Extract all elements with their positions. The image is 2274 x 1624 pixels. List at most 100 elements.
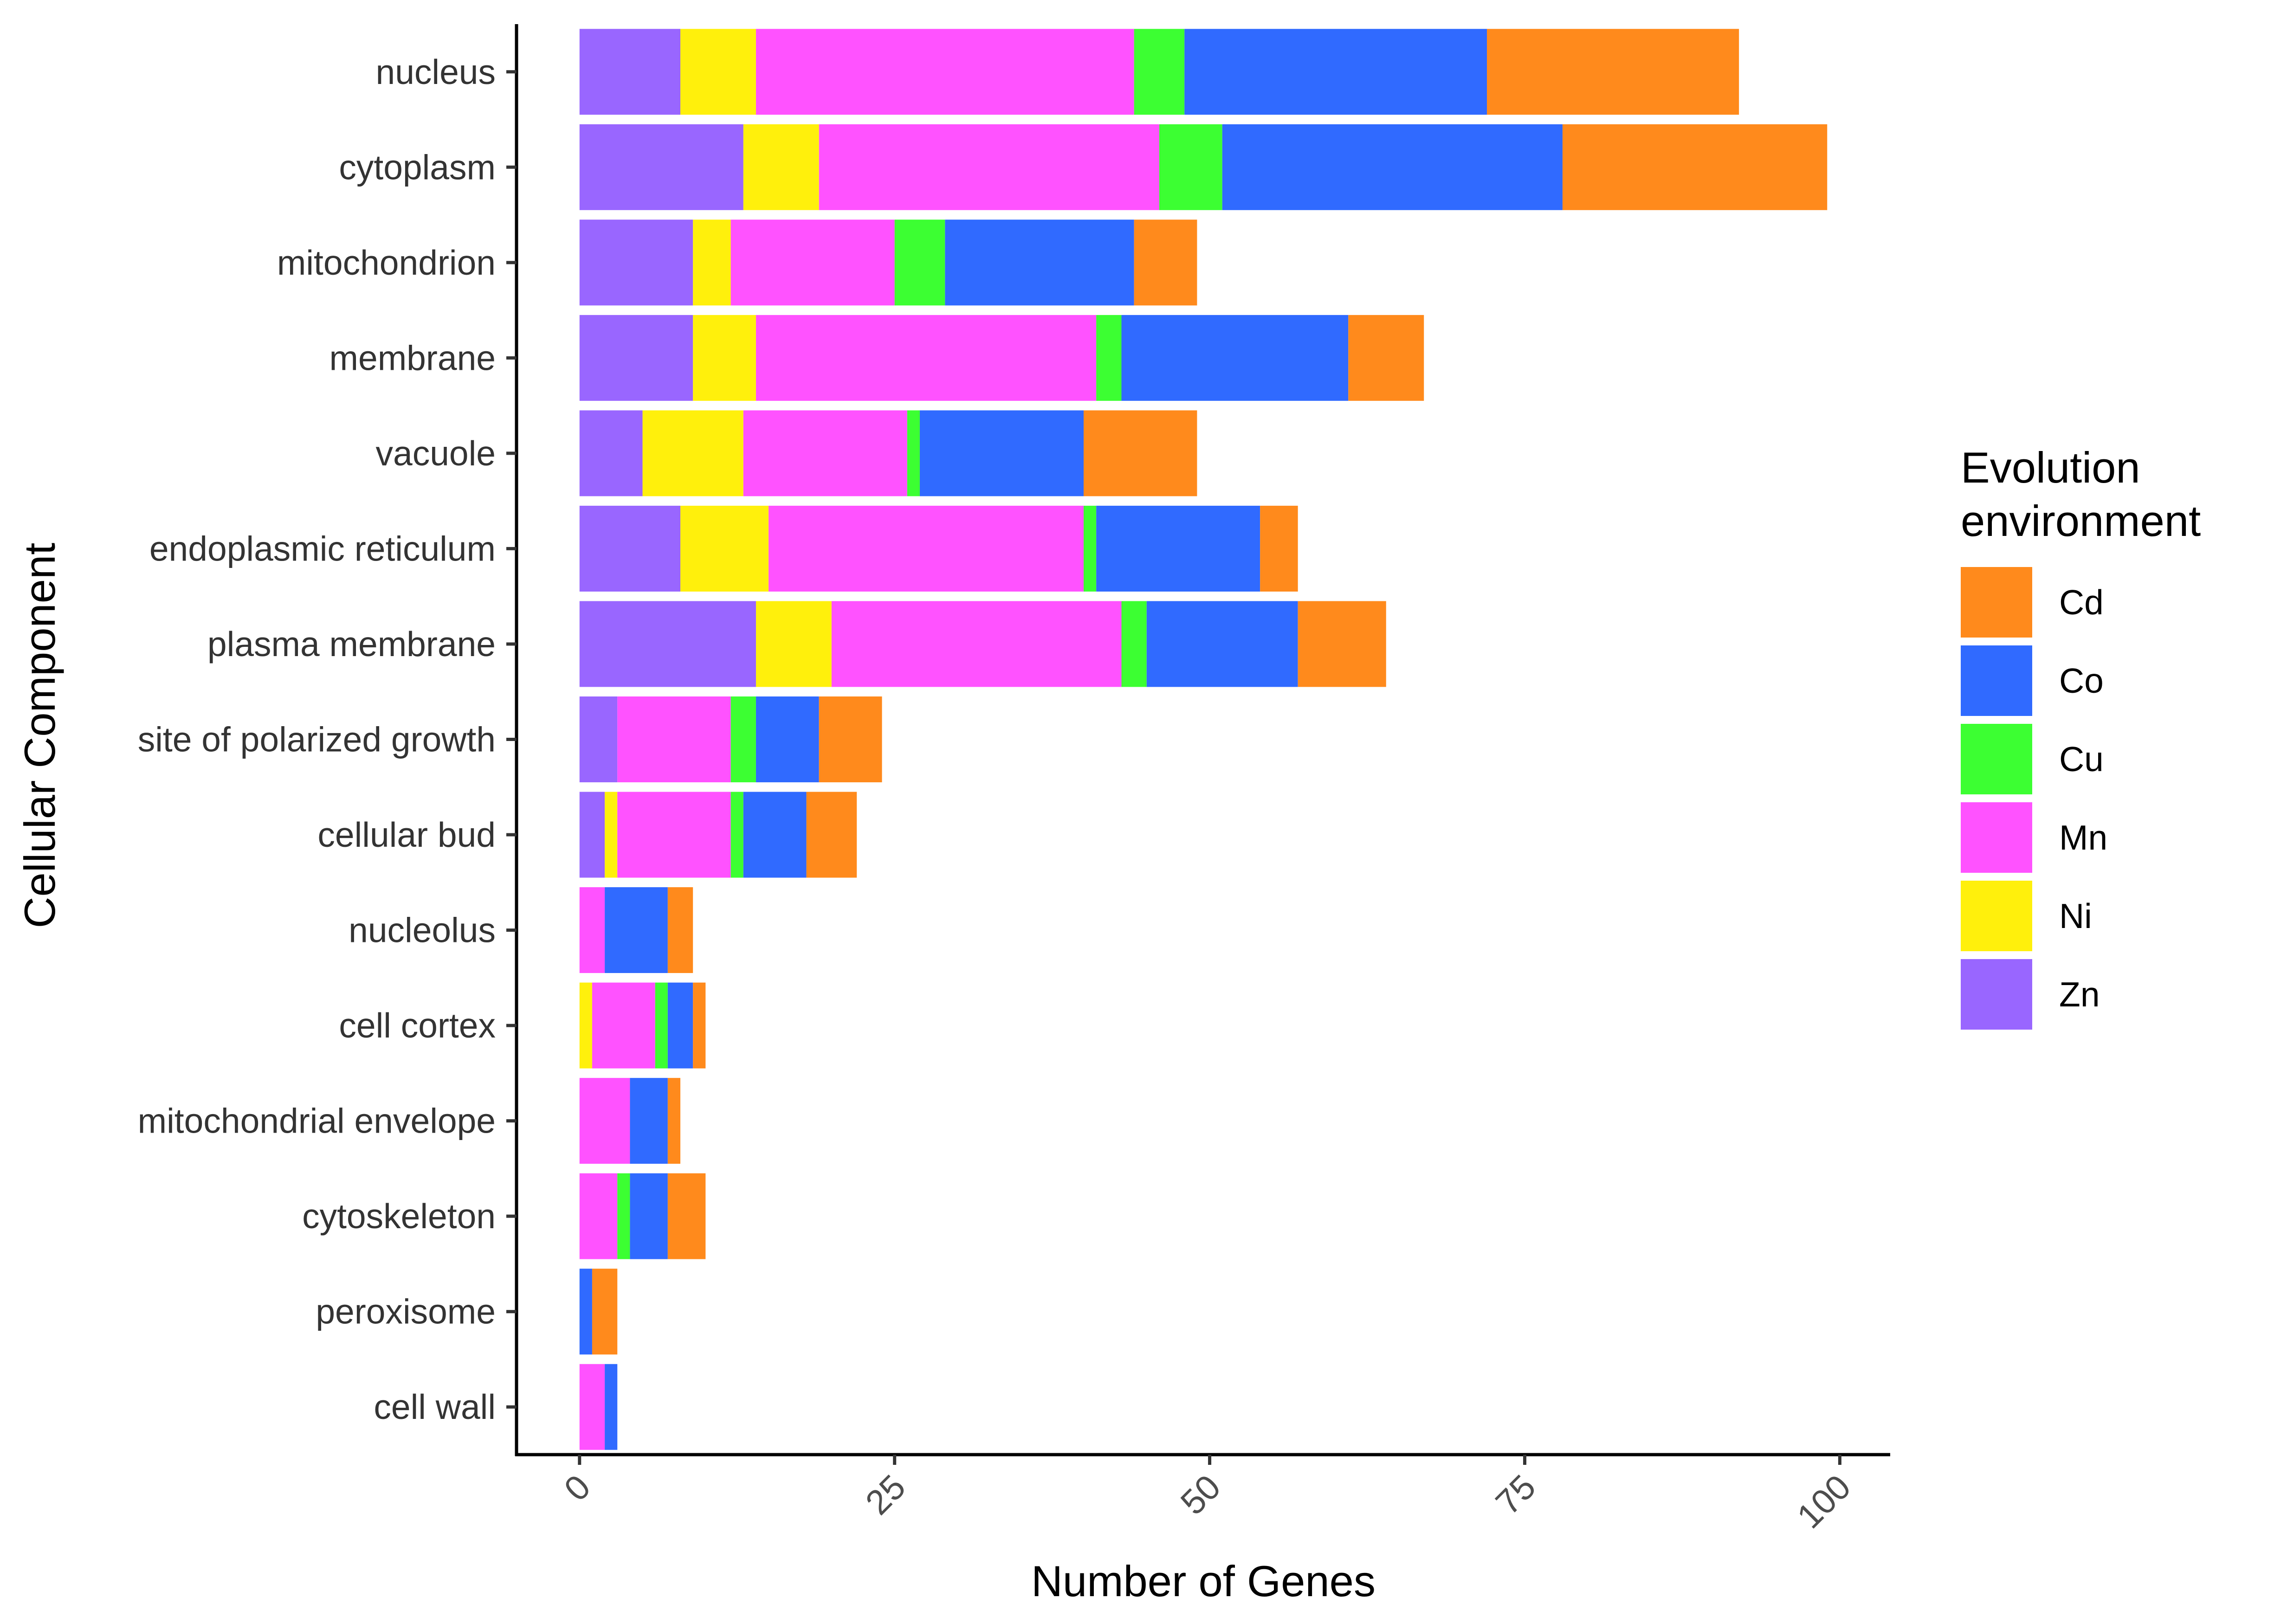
bar-segment-plasma-membrane-cu	[1121, 601, 1147, 687]
y-tick-label-mitochondrion: mitochondrion	[277, 243, 496, 282]
bar-segment-endoplasmic-reticulum-cd	[1260, 505, 1298, 592]
bar-segment-membrane-cu	[1096, 315, 1122, 401]
y-tick-label-cytoplasm: cytoplasm	[339, 148, 496, 187]
bar-segment-cytoplasm-ni	[743, 124, 819, 210]
bar-segment-cytoskeleton-cu	[617, 1173, 630, 1259]
bar-segment-plasma-membrane-mn	[831, 601, 1122, 687]
x-axis-title: Number of Genes	[1031, 1557, 1376, 1605]
bar-segment-cytoplasm-co	[1222, 124, 1563, 210]
legend-label-co: Co	[2059, 661, 2104, 700]
bar-segment-cytoskeleton-mn	[579, 1173, 618, 1259]
y-tick-label-nucleus: nucleus	[375, 52, 496, 91]
bar-segment-cell-wall-co	[605, 1364, 618, 1450]
bar-segment-cytoplasm-cd	[1562, 124, 1828, 210]
bar-segment-cytoplasm-zn	[579, 124, 743, 210]
bar-segment-nucleus-co	[1184, 29, 1487, 115]
x-tick-label-75: 75	[1488, 1467, 1543, 1522]
bar-segment-membrane-co	[1121, 315, 1349, 401]
y-tick-label-cell-wall: cell wall	[374, 1387, 496, 1426]
bar-segment-vacuole-co	[919, 410, 1084, 496]
legend-label-cd: Cd	[2059, 583, 2104, 622]
bar-segment-vacuole-ni	[642, 410, 743, 496]
bar-segment-membrane-cd	[1348, 315, 1424, 401]
x-tick-label-25: 25	[858, 1467, 913, 1522]
bar-segment-site-of-polarized-growth-co	[756, 696, 819, 782]
y-tick-label-site-of-polarized-growth: site of polarized growth	[138, 720, 496, 759]
bar-segment-cell-wall-mn	[579, 1364, 605, 1450]
legend-title-line: environment	[1961, 496, 2201, 545]
bar-segment-nucleus-cu	[1134, 29, 1185, 115]
bar-segment-endoplasmic-reticulum-co	[1096, 505, 1260, 592]
bar-segment-peroxisome-cd	[592, 1269, 618, 1355]
bar-segment-mitochondrion-co	[945, 219, 1134, 306]
bar-segment-membrane-zn	[579, 315, 693, 401]
bar-segment-cell-cortex-co	[667, 982, 693, 1069]
bar-segment-membrane-mn	[756, 315, 1097, 401]
y-tick-label-vacuole: vacuole	[375, 434, 496, 473]
bar-segment-nucleus-cd	[1487, 29, 1739, 115]
bar-segment-vacuole-cd	[1084, 410, 1197, 496]
bar-segment-cellular-bud-co	[743, 792, 807, 878]
y-tick-label-peroxisome: peroxisome	[316, 1292, 496, 1331]
y-axis-title: Cellular Component	[15, 543, 64, 928]
legend-key-ni	[1961, 881, 2032, 951]
bar-segment-cellular-bud-ni	[605, 792, 618, 878]
bar-segment-plasma-membrane-cd	[1298, 601, 1386, 687]
bar-segment-plasma-membrane-co	[1146, 601, 1298, 687]
legend-key-cd	[1961, 567, 2032, 638]
bar-segment-cell-cortex-ni	[579, 982, 592, 1069]
bar-segment-endoplasmic-reticulum-ni	[680, 505, 769, 592]
bar-segment-site-of-polarized-growth-cu	[730, 696, 756, 782]
y-tick-label-mitochondrial-envelope: mitochondrial envelope	[138, 1102, 496, 1141]
bar-segment-mitochondrion-zn	[579, 219, 693, 306]
bar-segment-peroxisome-co	[579, 1269, 592, 1355]
bar-segment-mitochondrion-mn	[730, 219, 895, 306]
bar-segment-mitochondrial-envelope-co	[630, 1078, 668, 1164]
bar-segment-nucleolus-cd	[667, 887, 693, 973]
legend-key-zn	[1961, 959, 2032, 1030]
bar-segment-mitochondrial-envelope-mn	[579, 1078, 630, 1164]
bars-layer	[579, 29, 1828, 1450]
bar-segment-plasma-membrane-zn	[579, 601, 756, 687]
bar-segment-cellular-bud-cu	[730, 792, 743, 878]
legend-label-zn: Zn	[2059, 975, 2100, 1014]
y-tick-label-cellular-bud: cellular bud	[317, 815, 496, 854]
bar-segment-nucleolus-mn	[579, 887, 605, 973]
legend-key-mn	[1961, 802, 2032, 873]
bar-segment-cell-cortex-cu	[655, 982, 668, 1069]
legend-key-co	[1961, 645, 2032, 716]
bar-segment-cell-cortex-mn	[592, 982, 655, 1069]
bar-segment-site-of-polarized-growth-zn	[579, 696, 618, 782]
bar-segment-vacuole-zn	[579, 410, 643, 496]
bar-segment-cellular-bud-mn	[617, 792, 731, 878]
bar-segment-nucleus-mn	[756, 29, 1134, 115]
bar-segment-cytoplasm-cu	[1159, 124, 1222, 210]
labels-layer: nucleus cytoplasm mitochondrion membrane vac…	[138, 52, 1858, 1536]
y-tick-label-plasma-membrane: plasma membrane	[207, 625, 496, 664]
legend-label-ni: Ni	[2059, 896, 2092, 935]
legend-key-cu	[1961, 724, 2032, 794]
x-tick-label-100: 100	[1789, 1467, 1858, 1536]
axes-layer	[506, 24, 1890, 1465]
bar-segment-endoplasmic-reticulum-zn	[579, 505, 681, 592]
legend-label-mn: Mn	[2059, 818, 2107, 857]
bar-segment-cellular-bud-zn	[579, 792, 605, 878]
bar-segment-site-of-polarized-growth-cd	[819, 696, 882, 782]
y-tick-label-endoplasmic-reticulum: endoplasmic reticulum	[149, 529, 496, 568]
y-tick-label-cytoskeleton: cytoskeleton	[302, 1197, 496, 1236]
legend-title-line: Evolution	[1961, 443, 2140, 492]
bar-segment-cytoskeleton-co	[630, 1173, 668, 1259]
y-tick-label-membrane: membrane	[329, 338, 496, 377]
bar-segment-vacuole-cu	[907, 410, 920, 496]
bar-segment-mitochondrion-cu	[894, 219, 945, 306]
bar-segment-membrane-ni	[693, 315, 756, 401]
bar-segment-site-of-polarized-growth-mn	[617, 696, 731, 782]
bar-segment-mitochondrial-envelope-cd	[667, 1078, 681, 1164]
legend-label-cu: Cu	[2059, 740, 2104, 779]
bar-segment-mitochondrion-cd	[1134, 219, 1197, 306]
x-tick-label-50: 50	[1173, 1467, 1227, 1522]
bar-segment-cytoplasm-mn	[819, 124, 1159, 210]
